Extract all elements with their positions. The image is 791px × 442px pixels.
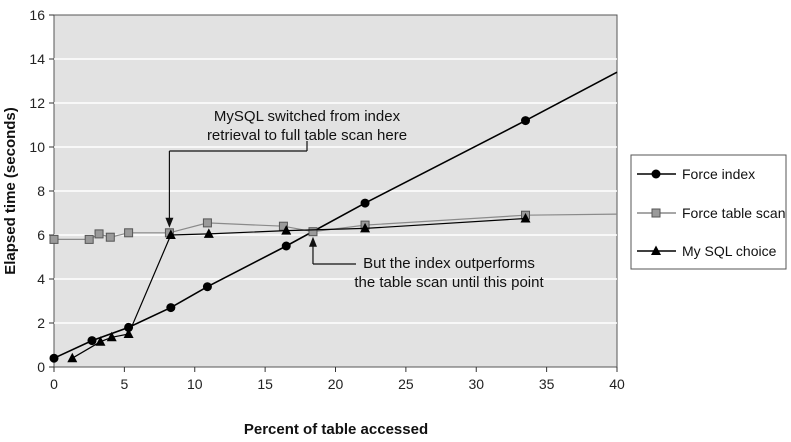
series-0	[49, 71, 618, 363]
x-tick-label: 15	[257, 376, 273, 392]
legend-marker	[651, 245, 661, 255]
data-point	[360, 198, 370, 208]
data-point	[105, 232, 115, 242]
annotation-text: retrieval to full table scan here	[207, 127, 407, 144]
annotation-arrowhead	[308, 236, 317, 247]
annotations-layer: MySQL switched from index retrieval to fu…	[165, 108, 544, 291]
legend-label: My SQL choice	[682, 243, 777, 259]
data-point	[87, 336, 97, 346]
legend-marker	[651, 208, 661, 218]
data-point	[165, 229, 176, 239]
data-point	[166, 303, 176, 313]
data-point	[84, 234, 94, 244]
data-point	[124, 228, 134, 238]
x-tick-label: 10	[187, 376, 203, 392]
annotation-text: the table scan until this point	[354, 274, 544, 291]
gridlines	[54, 58, 617, 324]
y-axis-ticks: 0 2 4 6 8 10 12 14 16	[29, 7, 54, 375]
data-point	[202, 282, 212, 292]
legend-label: Force table scan	[682, 205, 786, 221]
data-point	[49, 234, 59, 244]
series-layer	[49, 71, 618, 363]
data-point	[94, 229, 104, 239]
series-2	[67, 213, 531, 363]
data-point	[520, 213, 531, 223]
data-point	[67, 352, 78, 363]
data-point	[123, 328, 134, 338]
annotation-crossover: But the index outperforms the table scan …	[308, 236, 544, 291]
legend-entry: Force index	[637, 166, 755, 182]
x-tick-label: 30	[468, 376, 484, 392]
y-tick-label: 6	[37, 227, 45, 243]
data-point	[202, 218, 212, 228]
annotation-text: MySQL switched from index	[214, 108, 401, 125]
x-tick-label: 25	[398, 376, 414, 392]
data-point	[360, 222, 371, 233]
y-tick-label: 2	[37, 315, 45, 331]
x-axis-ticks: 0 5 10 15 20 25 30 35 40	[50, 367, 625, 392]
data-point	[106, 331, 117, 342]
x-tick-label: 20	[328, 376, 344, 392]
x-tick-label: 40	[609, 376, 625, 392]
legend-marker	[651, 169, 661, 179]
legend-entry: Force table scan	[637, 205, 786, 221]
y-tick-label: 10	[29, 139, 45, 155]
y-tick-label: 4	[37, 271, 45, 287]
x-tick-label: 35	[539, 376, 555, 392]
y-tick-label: 12	[29, 95, 45, 111]
data-point	[281, 225, 292, 235]
data-point	[95, 336, 106, 346]
y-axis-label: Elapsed time (seconds)	[2, 107, 19, 275]
data-point	[308, 227, 318, 237]
data-point	[203, 228, 214, 238]
annotation-arrowhead	[165, 217, 174, 228]
annotation-text: But the index outperforms	[363, 255, 535, 272]
data-point	[281, 241, 291, 251]
y-tick-label: 16	[29, 7, 45, 23]
data-point	[521, 116, 531, 126]
x-axis-label: Percent of table accessed	[244, 421, 428, 438]
annotation-index-switch: MySQL switched from index retrieval to fu…	[165, 108, 407, 228]
x-tick-label: 5	[120, 376, 128, 392]
legend-entry: My SQL choice	[637, 243, 777, 259]
legend-label: Force index	[682, 166, 755, 182]
x-tick-label: 0	[50, 376, 58, 392]
y-tick-label: 8	[37, 183, 45, 199]
y-tick-label: 0	[37, 359, 45, 375]
y-tick-label: 14	[29, 51, 45, 67]
data-point	[49, 353, 59, 363]
legend: Force index Force table scan My SQL choice	[630, 154, 787, 270]
